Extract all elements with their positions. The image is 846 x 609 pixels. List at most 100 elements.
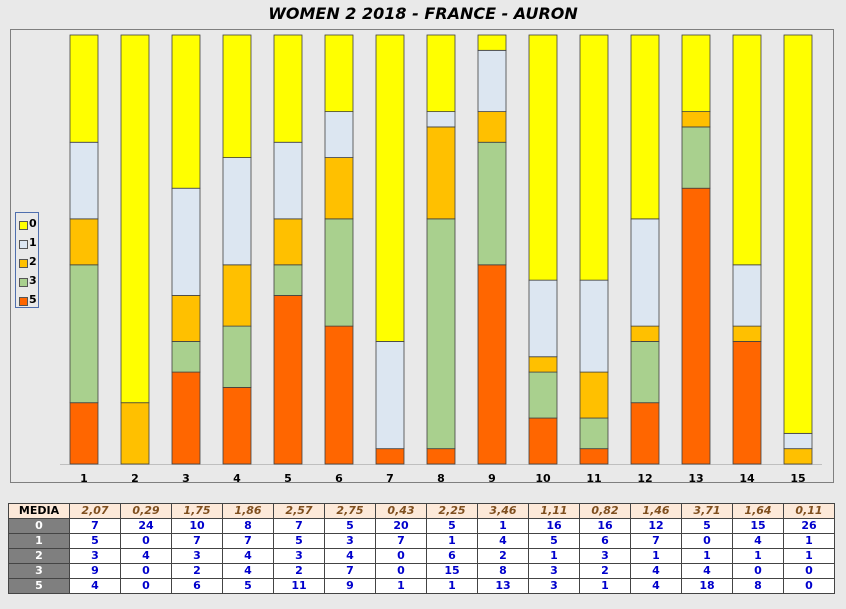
table-cell: 6 [579,533,631,549]
table-cell: 2 [579,563,631,579]
bar-segment-1-2 [69,218,99,266]
row-label: 2 [8,548,70,564]
table-cell: 13 [477,578,529,594]
table-cell: 1 [681,548,733,564]
bar-segment-5-0 [273,34,303,143]
table-cell: 2 [477,548,529,564]
table-cell: 8 [477,563,529,579]
count-row-5: 5 4 0 6 5 11 9 1 1 13 3 1 4 18 8 0 [8,578,835,594]
table-cell: 0 [681,533,733,549]
bar-segment-12-0 [630,34,660,220]
bar-segment-3-2 [171,295,201,342]
x-tick-label: 6 [335,472,343,485]
bar-segment-6-1 [324,111,354,158]
table-cell: 2,57 [273,503,325,519]
table-cell: 4 [120,548,172,564]
legend-label: 0 [29,217,37,230]
table-cell: 24 [120,518,172,534]
table-cell: 4 [732,533,784,549]
legend-swatch [19,240,28,249]
table-cell: 11 [273,578,325,594]
legend-label: 5 [29,293,37,306]
legend-label: 2 [29,255,37,268]
bar-segment-9-0 [477,34,507,51]
count-row-3: 3 9 0 2 4 2 7 0 15 8 3 2 4 4 0 0 [8,563,835,579]
table-cell: 7 [273,518,325,534]
table-cell: 7 [324,563,376,579]
table-cell: 7 [69,518,121,534]
bar-segment-9-3 [477,141,507,266]
bar-segment-6-5 [324,325,354,465]
table-cell: 4 [681,563,733,579]
bar-segment-14-5 [732,341,762,465]
bar-segment-8-1 [426,111,456,128]
table-cell: 6 [171,578,223,594]
row-label: 3 [8,563,70,579]
bar-segment-7-5 [375,448,405,465]
table-cell: 1,64 [732,503,784,519]
bar-segment-4-3 [222,325,252,388]
table-cell: 1,46 [630,503,682,519]
table-cell: 4 [222,548,274,564]
table-cell: 5 [222,578,274,594]
bar-segment-12-5 [630,402,660,465]
table-cell: 0 [120,533,172,549]
bar-segment-3-3 [171,341,201,373]
bar-segment-10-2 [528,356,558,373]
table-cell: 8 [732,578,784,594]
table-cell: 2,25 [426,503,478,519]
table-cell: 18 [681,578,733,594]
x-tick-label: 15 [790,472,805,485]
bar-segment-8-5 [426,448,456,465]
x-tick-label: 10 [535,472,551,485]
bar-segment-13-5 [681,187,711,465]
legend: 0 1 2 3 5 [15,212,39,308]
table-cell: 5 [426,518,478,534]
chart-title: WOMEN 2 2018 - FRANCE - AURON [268,4,578,23]
x-tick-label: 12 [637,472,652,485]
table-cell: 1 [477,518,529,534]
bar-segment-4-5 [222,386,252,465]
bar-segment-6-3 [324,218,354,327]
table-cell: 0 [375,548,427,564]
table-cell: 0 [732,563,784,579]
table-cell: 0,11 [783,503,835,519]
legend-label: 3 [29,274,37,287]
bar-segment-4-1 [222,157,252,266]
bar-segment-8-3 [426,218,456,450]
bar-segment-11-5 [579,448,609,465]
bar-segment-1-0 [69,34,99,143]
bar-segment-11-3 [579,417,609,450]
table-cell: 5 [69,533,121,549]
bar-segment-4-2 [222,264,252,327]
bar-segment-10-0 [528,34,558,281]
table-cell: 0 [783,578,835,594]
table-cell: 7 [630,533,682,549]
legend-label: 1 [29,236,37,249]
table-cell: 3 [69,548,121,564]
media-row: MEDIA 2,07 0,29 1,75 1,86 2,57 2,75 0,43 2,25 3,4… [8,503,835,519]
bar-segment-5-1 [273,141,303,220]
bar-segment-1-5 [69,402,99,465]
bar-segment-6-2 [324,157,354,220]
row-label: MEDIA [8,503,70,519]
x-tick-label: 3 [182,472,190,485]
bar-segment-12-2 [630,325,660,342]
table-cell: 5 [681,518,733,534]
table-cell: 1 [630,548,682,564]
table-cell: 7 [222,533,274,549]
bar-segment-8-2 [426,126,456,220]
legend-item-0: 0 [16,217,38,236]
table-cell: 1 [426,578,478,594]
bar-segment-7-0 [375,34,405,342]
bar-segment-11-1 [579,279,609,373]
table-cell: 1,75 [171,503,223,519]
legend-swatch [19,221,28,230]
legend-item-1: 1 [16,236,38,255]
bar-segment-5-3 [273,264,303,296]
table-cell: 4 [222,563,274,579]
row-label: 5 [8,578,70,594]
table-cell: 0 [120,578,172,594]
x-tick-label: 9 [488,472,496,485]
bar-segment-15-1 [783,432,813,450]
